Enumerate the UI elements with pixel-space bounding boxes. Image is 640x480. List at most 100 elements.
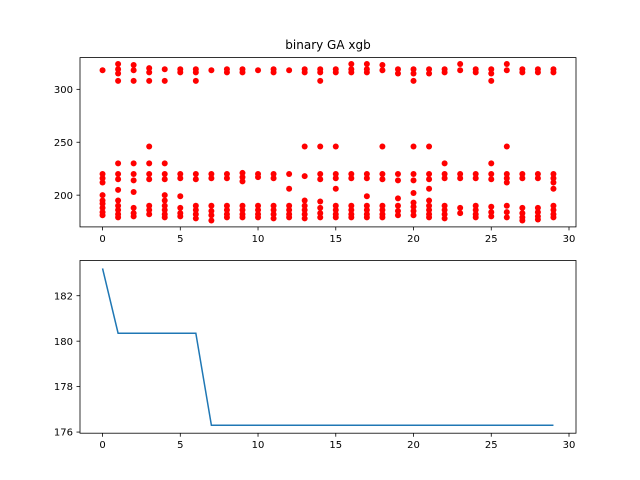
scatter-point [457,170,464,177]
x-tick-label: 15 [329,234,342,245]
scatter-point [146,69,153,76]
scatter-point [488,170,495,177]
best-fitness-line [101,268,554,426]
scatter-point [394,66,401,73]
scatter-point [146,143,153,150]
scatter-point [270,175,277,182]
scatter-point [317,204,324,211]
scatter-point [441,175,448,182]
scatter-point [441,160,448,167]
scatter-point [394,177,401,184]
scatter-plot: binary GA xgb 0 5 10 15 20 25 30 200 250 300 [54,38,577,245]
scatter-point [441,215,448,222]
scatter-point [161,66,168,73]
scatter-point [192,211,199,218]
scatter-point [301,202,308,209]
scatter-point [426,185,433,192]
scatter-point [363,60,370,67]
scatter-point [161,170,168,177]
scatter-point [130,77,137,84]
scatter-point [519,69,526,76]
scatter-point [270,69,277,76]
scatter-point [410,77,417,84]
scatter-point [519,210,526,217]
scatter-point [270,215,277,222]
scatter-point [394,70,401,77]
scatter-point [301,143,308,150]
scatter-point [519,217,526,224]
scatter-point [472,206,479,213]
scatter-point [426,66,433,73]
scatter-point [441,69,448,76]
scatter-point [348,214,355,221]
scatter-point [177,213,184,220]
scatter-point [363,193,370,200]
scatter-point [99,170,106,177]
scatter-point [488,70,495,77]
x-tick-label: 5 [177,440,183,451]
scatter-point [410,170,417,177]
scatter-point [99,204,106,211]
scatter-point [410,177,417,184]
scatter-point [239,178,246,185]
scatter-point [301,215,308,222]
y-tick-label: 200 [54,191,73,202]
scatter-point [379,62,386,69]
scatter-point [161,176,168,183]
scatter-point [426,197,433,204]
scatter-point [426,176,433,183]
scatter-point [177,204,184,211]
scatter-point [286,170,293,177]
y-tick-label: 178 [54,382,73,393]
scatter-point [161,77,168,84]
scatter-point [115,197,122,204]
scatter-point [332,143,339,150]
scatter-point [488,176,495,183]
scatter-point [255,67,262,74]
y-tick-label: 176 [54,428,73,439]
scatter-point [301,211,308,218]
x-tick-label: 30 [563,440,576,451]
scatter-point [550,206,557,213]
scatter-point [550,185,557,192]
scatter-point [317,170,324,177]
scatter-point [270,170,277,177]
scatter-point [519,204,526,211]
scatter-point [394,202,401,209]
scatter-point [488,77,495,84]
scatter-point [550,170,557,177]
scatter-point [332,185,339,192]
scatter-point [534,216,541,223]
scatter-point [332,170,339,177]
scatter-point [99,179,106,186]
scatter-point [208,67,215,74]
scatter-point [270,211,277,218]
scatter-point [317,210,324,217]
scatter-point [394,170,401,177]
scatter-point [130,188,137,195]
scatter-point [534,175,541,182]
scatter-point [410,203,417,210]
scatter-point [332,202,339,209]
scatter-point [317,69,324,76]
scatter-point [130,213,137,220]
scatter-point [177,170,184,177]
x-tick-label: 10 [252,440,265,451]
scatter-point [503,67,510,74]
scatter-point [317,77,324,84]
x-tick-label: 25 [485,440,498,451]
scatter-point [223,69,230,76]
scatter-point [255,174,262,181]
y-tick-label: 180 [54,337,73,348]
scatter-point [192,77,199,84]
scatter-point [317,143,324,150]
scatter-point [223,214,230,221]
scatter-axis-ticks: 0 5 10 15 20 25 30 200 250 300 [54,85,575,245]
scatter-point [348,175,355,182]
scatter-point [146,176,153,183]
scatter-point [99,175,106,182]
scatter-point [146,202,153,209]
scatter-point [115,60,122,67]
scatter-point [192,170,199,177]
x-tick-label: 25 [485,234,498,245]
